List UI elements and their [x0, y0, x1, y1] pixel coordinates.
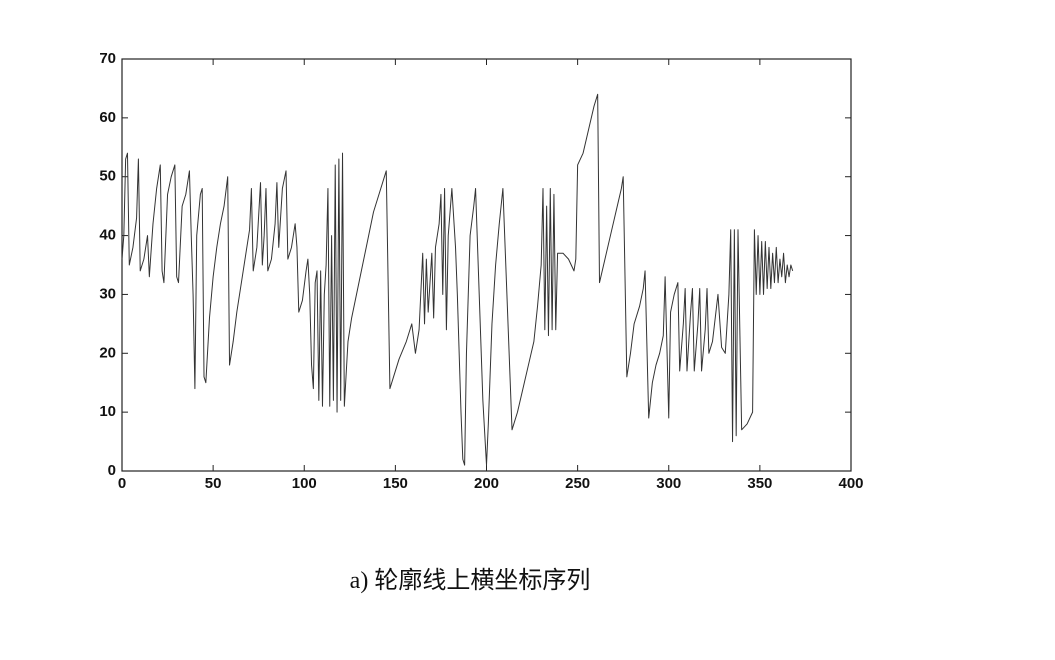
x-tick-label: 400 — [838, 475, 863, 492]
y-tick-label: 0 — [108, 462, 116, 479]
x-tick-label: 150 — [383, 475, 408, 492]
y-tick-label: 10 — [99, 403, 116, 420]
x-tick-label: 0 — [118, 475, 126, 492]
y-tick-label: 40 — [99, 227, 116, 244]
x-tick-label: 50 — [205, 475, 222, 492]
y-tick-label: 30 — [99, 285, 116, 302]
data-line — [121, 93, 794, 466]
x-tick-label: 250 — [565, 475, 590, 492]
x-tick-label: 350 — [747, 475, 772, 492]
y-tick-label: 50 — [99, 168, 116, 185]
y-tick-label: 20 — [99, 344, 116, 361]
caption: a) 轮廓线上横坐标序列 — [350, 567, 591, 594]
x-tick-label: 200 — [474, 475, 499, 492]
x-tick-label: 300 — [656, 475, 681, 492]
y-tick-label: 70 — [99, 50, 116, 67]
x-tick-label: 100 — [292, 475, 317, 492]
y-tick-label: 60 — [99, 109, 116, 126]
